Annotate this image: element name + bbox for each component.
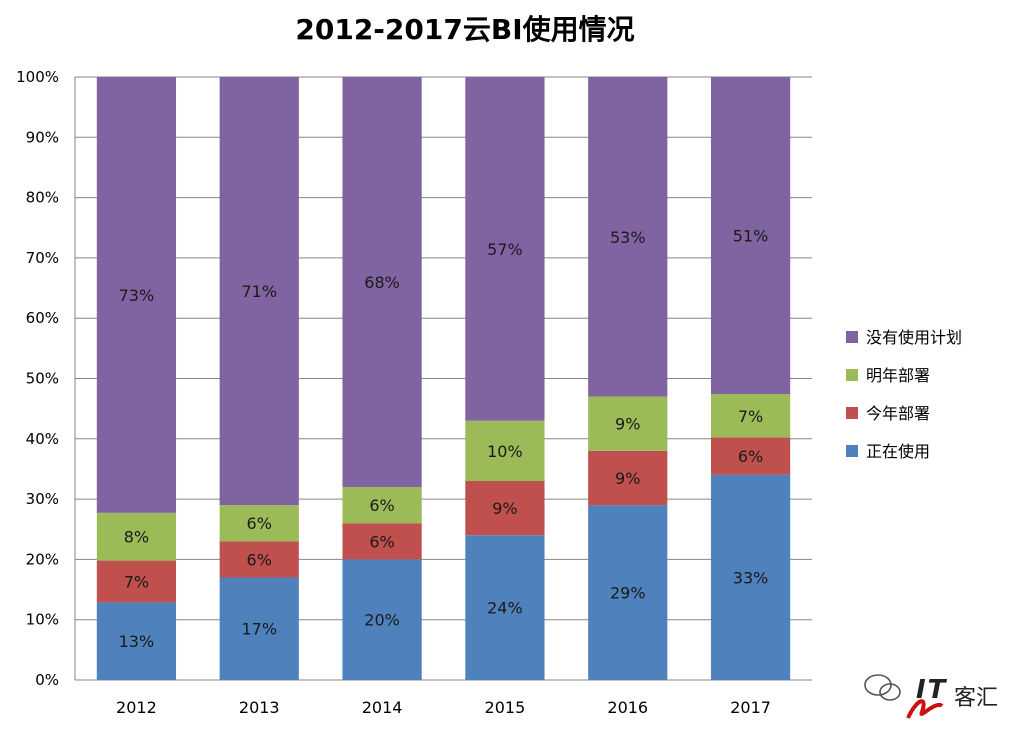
data-label: 6% [247, 514, 272, 533]
bar-segment [710, 437, 791, 475]
legend-label: 今年部署 [866, 404, 930, 423]
data-label: 6% [247, 550, 272, 569]
y-tick-label: 0% [35, 671, 59, 689]
y-tick-label: 100% [16, 68, 59, 86]
data-label: 6% [738, 447, 763, 466]
bar-segment [342, 559, 422, 680]
y-tick-label: 30% [26, 490, 59, 508]
y-tick-label: 10% [26, 611, 59, 629]
wechat-icon [864, 674, 901, 701]
y-tick-label: 80% [26, 189, 59, 207]
data-label: 33% [733, 568, 769, 587]
data-label: 8% [124, 528, 149, 547]
bar-segment [96, 77, 177, 513]
legend-label: 正在使用 [866, 442, 930, 461]
bar-segment [710, 474, 791, 680]
data-label: 57% [487, 240, 523, 259]
x-tick-label: 2012 [116, 698, 157, 717]
data-label: 6% [369, 532, 394, 551]
data-label: 10% [487, 442, 523, 461]
data-label: 29% [610, 584, 646, 603]
y-tick-label: 90% [26, 128, 59, 146]
x-tick-label: 2013 [239, 698, 280, 717]
bar-segment [588, 505, 668, 680]
legend-label: 明年部署 [866, 366, 930, 385]
legend-label: 没有使用计划 [866, 328, 962, 347]
bar-segment [219, 77, 299, 506]
bar-segment [219, 505, 299, 542]
bar-segment [588, 77, 668, 397]
bar-segment [342, 487, 422, 524]
data-label: 68% [364, 273, 400, 292]
y-tick-label: 20% [26, 550, 59, 568]
bar-segment [96, 560, 177, 603]
legend-swatch [846, 369, 858, 381]
data-label: 17% [241, 620, 277, 639]
data-label: 51% [733, 227, 769, 246]
svg-text:客汇: 客汇 [954, 686, 998, 711]
bar-segment [342, 77, 422, 488]
bar-segment [588, 396, 668, 451]
y-tick-label: 60% [26, 309, 59, 327]
bar-segment [465, 481, 545, 536]
data-label: 71% [241, 282, 277, 301]
data-label: 7% [124, 572, 149, 591]
bar-segment [342, 523, 422, 560]
data-label: 9% [615, 415, 640, 434]
legend-swatch [846, 331, 858, 343]
data-label: 73% [119, 286, 155, 305]
legend-swatch [846, 445, 858, 457]
bar-segment [96, 512, 177, 561]
bar-segment [465, 420, 545, 482]
data-label: 20% [364, 611, 400, 630]
bar-segment [96, 602, 177, 680]
bar-segment [219, 541, 299, 578]
bar-segment [219, 577, 299, 680]
data-label: 9% [615, 469, 640, 488]
data-label: 53% [610, 228, 646, 247]
data-label: 13% [119, 632, 155, 651]
legend-swatch [846, 407, 858, 419]
data-label: 6% [369, 496, 394, 515]
bar-segment [465, 535, 545, 680]
data-label: 24% [487, 599, 523, 618]
x-tick-label: 2015 [485, 698, 526, 717]
x-tick-label: 2014 [362, 698, 403, 717]
bar-segment [465, 77, 545, 421]
y-tick-label: 40% [26, 430, 59, 448]
bar-segment [588, 450, 668, 506]
y-tick-label: 50% [26, 370, 59, 388]
bar-segment [710, 77, 791, 395]
y-tick-label: 70% [26, 249, 59, 267]
data-label: 7% [738, 407, 763, 426]
watermark-logo: IT 客汇 [864, 674, 998, 719]
x-tick-label: 2017 [730, 698, 771, 717]
data-label: 9% [492, 499, 517, 518]
x-tick-label: 2016 [607, 698, 648, 717]
bar-segment [710, 394, 791, 438]
chart-title: 2012-2017云BI使用情况 [295, 13, 635, 46]
